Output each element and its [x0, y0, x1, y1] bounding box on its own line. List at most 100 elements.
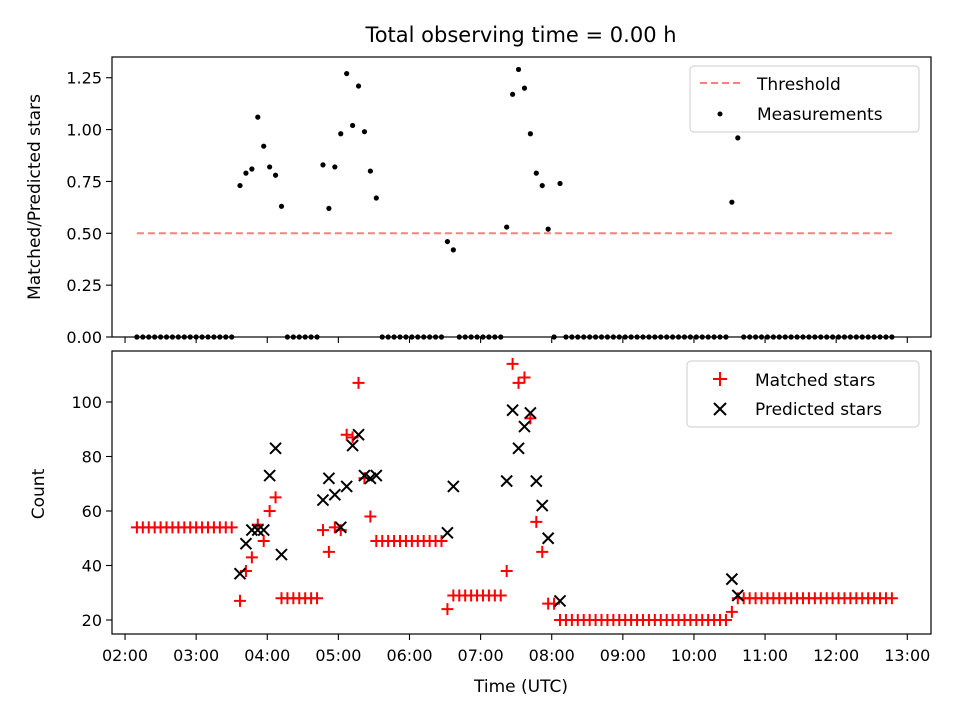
- measurement-point: [278, 203, 285, 209]
- predicted-star-point: [731, 589, 745, 602]
- measurement-point: [367, 168, 373, 174]
- bottom-panel: 20 40 60 80 100 02:00 03:00 04:00 05:00 06:00 07:0…: [29, 350, 932, 697]
- x-tick-label: 08:00: [529, 646, 575, 665]
- measurement-point: [249, 166, 255, 172]
- predicted-star-point: [352, 428, 365, 441]
- predicted-star-point: [530, 474, 543, 488]
- predicted-star-point: [524, 406, 537, 420]
- matched-star-point: [245, 551, 258, 564]
- measurement-point: [338, 131, 344, 137]
- bottom-marks: [130, 357, 898, 626]
- predicted-star-point: [518, 420, 531, 433]
- top-ylabel: Matched/Predicted stars: [25, 94, 45, 300]
- x-tick-label: 02:00: [102, 646, 148, 665]
- predicted-star-point: [257, 523, 270, 537]
- bottom-ytick-label: 100: [71, 393, 102, 412]
- measurement-point: [735, 135, 741, 141]
- predicted-star-point: [239, 537, 253, 550]
- matched-star-point: [257, 534, 270, 547]
- predicted-star-point: [725, 572, 739, 586]
- matched-star-point: [269, 491, 282, 504]
- matched-star-point: [512, 376, 525, 389]
- measurement-point: [332, 164, 338, 170]
- top-ytick-label: 0.00: [66, 328, 102, 347]
- top-legend-box: [689, 65, 920, 133]
- top-axes-frame: [111, 56, 932, 338]
- top-ytick-label: 1.00: [66, 121, 102, 140]
- predicted-star-point: [316, 493, 330, 507]
- measurement-point: [243, 170, 249, 176]
- x-tick-label: 09:00: [600, 646, 646, 665]
- top-ytick-label: 0.75: [66, 172, 102, 191]
- matched-star-point: [328, 521, 341, 534]
- measurement-point: [261, 143, 267, 149]
- matched-star-point: [234, 594, 247, 607]
- predicted-star-point: [233, 567, 247, 580]
- x-tick-label: 10:00: [671, 646, 717, 665]
- measurement-point: [255, 114, 261, 120]
- legend-predicted-marker: [713, 402, 727, 416]
- x-axis-label: Time (UTC): [473, 677, 568, 697]
- bottom-axis-ticks: 20 40 60 80 100 02:00 03:00 04:00 05:00 06:00 07:0…: [71, 393, 930, 665]
- x-tick-label: 06:00: [386, 646, 432, 665]
- matched-star-point: [530, 515, 543, 528]
- matched-star-point: [311, 592, 324, 605]
- measurement-point: [326, 205, 332, 212]
- predicted-star-point: [541, 532, 555, 545]
- bottom-legend: Matched stars Predicted stars: [686, 360, 920, 428]
- predicted-star-point: [346, 439, 359, 452]
- predicted-star-point: [340, 480, 353, 493]
- predicted-star-point: [322, 472, 336, 485]
- legend-threshold-label: Threshold: [756, 75, 841, 95]
- bottom-ytick-label: 20: [82, 611, 102, 630]
- matched-star-point: [322, 545, 335, 558]
- measurement-point: [510, 91, 516, 97]
- matched-star-point: [524, 412, 537, 425]
- predicted-star-point: [447, 480, 460, 493]
- measurement-point: [504, 224, 510, 230]
- x-tick-label: 03:00: [173, 646, 219, 665]
- predicted-star-point: [500, 474, 513, 488]
- predicted-star-point: [536, 499, 549, 512]
- bottom-ylabel: Count: [29, 468, 49, 519]
- x-tick-label: 05:00: [315, 646, 361, 665]
- matched-star-point: [725, 605, 738, 618]
- predicted-star-point: [328, 488, 342, 501]
- matched-star-point: [536, 545, 549, 558]
- predicted-star-point: [275, 548, 288, 561]
- matched-star-point: [506, 357, 519, 370]
- measurement-point: [272, 172, 279, 178]
- matched-star-point: [435, 534, 448, 547]
- bottom-ytick-label: 60: [82, 502, 102, 521]
- bottom-legend-box: [686, 360, 920, 428]
- predicted-star-point: [441, 526, 454, 540]
- measurement-point: [444, 238, 451, 245]
- bottom-ytick-label: 80: [82, 448, 102, 467]
- predicted-star-point: [263, 469, 276, 482]
- measurement-point: [350, 122, 356, 129]
- top-legend: Threshold Measurements: [689, 65, 920, 133]
- x-tick-label: 12:00: [813, 646, 859, 665]
- matched-star-point: [340, 428, 353, 441]
- top-panel: 0.00 0.25 0.50 0.75 1.00 1.25 Matched/Predict…: [25, 56, 932, 347]
- matched-star-point: [885, 592, 898, 605]
- top-ytick-label: 1.25: [66, 69, 102, 88]
- matched-star-point: [352, 376, 365, 389]
- matched-star-point: [251, 518, 264, 531]
- matched-star-point: [316, 524, 329, 537]
- matched-star-point: [500, 564, 513, 577]
- matched-star-point: [719, 614, 732, 626]
- measurement-point: [237, 182, 243, 189]
- measurement-point: [521, 85, 528, 91]
- bottom-ytick-label: 40: [82, 557, 102, 576]
- top-ytick-label: 0.50: [66, 224, 102, 243]
- measurement-point: [450, 247, 456, 253]
- matched-star-point: [225, 521, 238, 534]
- predicted-star-point: [553, 594, 567, 608]
- figure-title: Total observing time = 0.00 h: [364, 23, 676, 47]
- matched-star-point: [518, 371, 531, 384]
- measurement-point: [355, 83, 362, 89]
- legend-predicted-label: Predicted stars: [755, 400, 882, 420]
- x-tick-label: 13:00: [884, 646, 930, 665]
